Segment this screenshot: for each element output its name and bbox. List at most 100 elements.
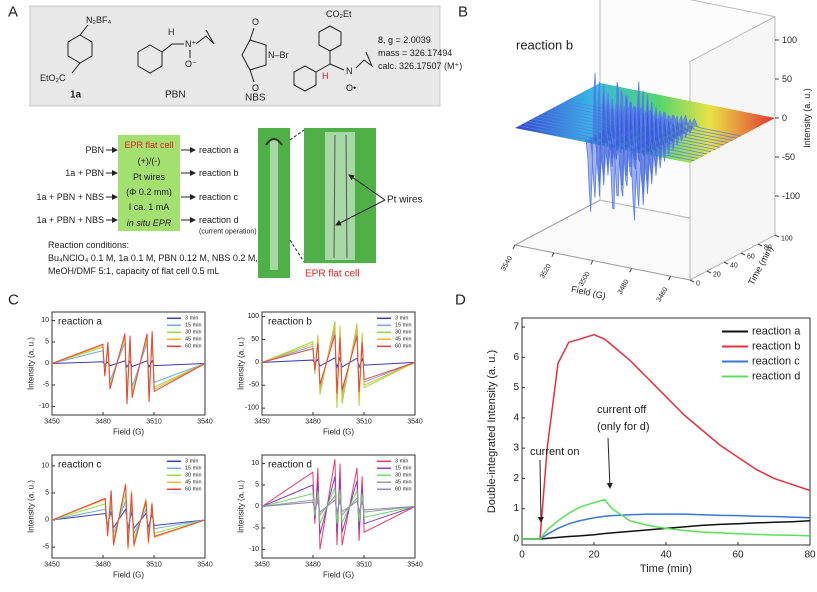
z-tick-label: 50: [782, 74, 792, 84]
y-tick-label: -10: [39, 403, 49, 410]
legend-label: 60 min: [185, 343, 202, 349]
atom-label: N: [346, 66, 353, 76]
x-tick-label: 3520: [539, 263, 553, 280]
atom-label: N₂BF₄: [86, 15, 111, 25]
y-tick-label: -5: [253, 524, 259, 531]
y-tick-label: 50: [251, 336, 259, 343]
legend-label: 3 min: [185, 458, 198, 464]
compound-name: NBS: [245, 93, 266, 104]
atom-label: N⁺: [185, 39, 196, 49]
reaction-label: reaction a: [199, 145, 239, 155]
y-tick-label: -100: [245, 405, 259, 412]
atom-label: O: [252, 83, 259, 93]
x-tick-label: 3510: [356, 419, 372, 426]
chart-title: reaction c: [58, 460, 101, 471]
structure-1a: [67, 24, 93, 74]
legend-label: 60 min: [395, 343, 412, 349]
wire: [333, 134, 336, 259]
cell-text: I ca. 1 mA: [129, 202, 170, 212]
y-tick-label: 0: [45, 517, 49, 524]
y-tick-label: 5: [45, 339, 49, 346]
series-line: [522, 333, 811, 540]
x-tick-label: 40: [660, 550, 672, 561]
legend-label: 15 min: [395, 465, 412, 471]
y-tick-label: 3: [513, 443, 519, 454]
ring: [241, 39, 267, 71]
structure-nbs: [241, 27, 267, 83]
bond: [79, 24, 89, 36]
annotation: current on: [530, 446, 580, 458]
y-tick-label: 0: [696, 281, 700, 288]
x-tick-label: 3460: [656, 286, 670, 303]
y-tick-label: 80: [764, 245, 772, 252]
z-tick-label: -50: [782, 152, 795, 162]
x-tick-label: 3450: [44, 562, 60, 569]
annotation: current off: [597, 404, 647, 416]
series-line: [522, 513, 811, 540]
annotation-arrow: [537, 459, 544, 523]
bond: [161, 43, 184, 53]
scheme-box: [29, 5, 441, 107]
legend-label: 60 min: [395, 486, 412, 492]
product-info: 8, g = 2.0039: [378, 35, 431, 45]
y-axis-label: Double-integrated Intensity (a. u.): [486, 350, 498, 513]
atom-label: H: [168, 27, 175, 37]
series-line: [51, 484, 206, 548]
panel-label: C: [8, 292, 19, 309]
y-tick-label: 7: [513, 322, 519, 333]
photo-label: Pt wires: [387, 195, 423, 206]
x-tick-label: 3480: [617, 278, 631, 295]
photo-label: EPR flat cell: [305, 269, 359, 280]
atom-label: CO₂Et: [326, 9, 352, 19]
series-line: [522, 520, 811, 540]
conditions: Bu₄NClO₄ 0.1 M, 1a 0.1 M, PBN 0.12 M, NB…: [48, 253, 258, 263]
x-tick-label: 3510: [146, 419, 162, 426]
y-tick-label: 0: [513, 533, 519, 544]
y-tick-label: 60: [747, 254, 755, 261]
reactant: PBN: [85, 145, 104, 155]
series-line: [51, 331, 206, 405]
y-tick-label: -10: [249, 546, 259, 553]
x-tick-label: 3540: [197, 419, 213, 426]
surface-ridge: [519, 72, 695, 221]
reactant: 1a + PBN: [65, 168, 104, 178]
panel-label: B: [458, 4, 468, 21]
cell-box: [118, 135, 180, 231]
x-tick-label: 3540: [197, 562, 213, 569]
annotation: (only for d): [597, 421, 650, 433]
y-tick-label: 40: [730, 263, 738, 270]
atom-label: O⁻: [185, 59, 197, 69]
photo: [258, 128, 386, 278]
y-axis-label: Intensity (a. u.): [27, 337, 36, 390]
chart-title: reaction d: [268, 460, 312, 471]
y-tick: [723, 261, 729, 265]
x-axis-label: Field (G): [113, 570, 144, 579]
cell-text: Pt wires: [133, 172, 166, 182]
x-tick-label: 0: [519, 550, 525, 561]
y-tick: [689, 279, 695, 283]
z-axis-label: Intensity (a. u.): [802, 88, 812, 148]
z-tick-label: 0: [782, 113, 787, 123]
y-tick-label: -5: [43, 544, 49, 551]
z-tick-label: 100: [782, 35, 797, 45]
cell-text: in situ EPR: [127, 218, 172, 228]
zoom-line: [289, 129, 305, 141]
x-tick-label: 3540: [500, 255, 514, 272]
chart-title: reaction b: [268, 317, 312, 328]
y-tick-label: 5: [513, 382, 519, 393]
y-tick: [740, 252, 746, 256]
legend-label: 45 min: [185, 479, 202, 485]
plot-frame: [51, 454, 206, 559]
chart-title: reaction a: [58, 317, 102, 328]
y-tick-label: 0: [255, 359, 259, 366]
y-tick-label: -5: [43, 381, 49, 388]
legend-label: 60 min: [185, 486, 202, 492]
y-tick-label: 1: [513, 503, 519, 514]
x-tick-label: 3540: [407, 419, 423, 426]
compound-name: 1a: [70, 90, 82, 101]
legend-label: 30 min: [395, 472, 412, 478]
compound-name: PBN: [165, 90, 186, 101]
x-axis-label: Field (G): [113, 427, 144, 436]
atom-label: O: [252, 17, 259, 27]
